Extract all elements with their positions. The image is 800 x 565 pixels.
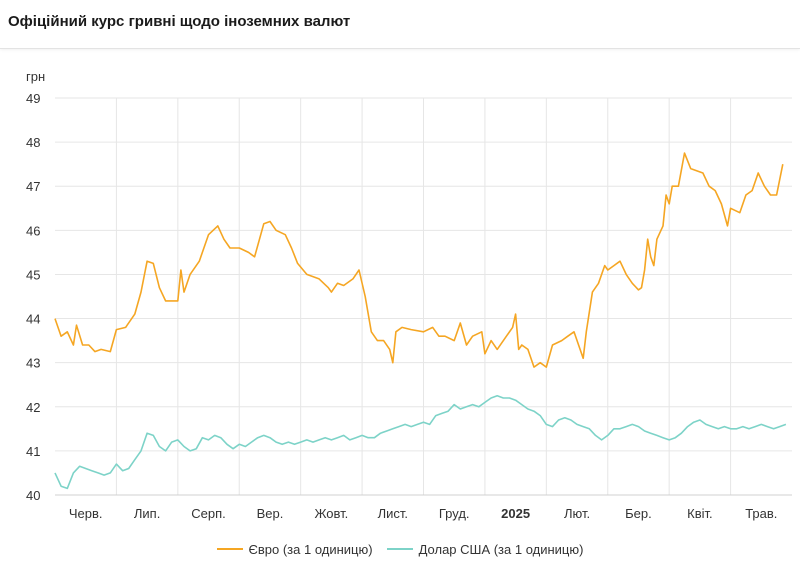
page-title: Офіційний курс гривні щодо іноземних вал… bbox=[8, 13, 351, 30]
y-axis-unit: грн bbox=[26, 69, 45, 84]
legend-item-usd[interactable]: Долар США (за 1 одиницю) bbox=[386, 541, 584, 557]
legend-swatch-euro bbox=[216, 548, 243, 550]
x-tick-label: Серп. bbox=[191, 506, 226, 521]
legend-swatch-usd bbox=[386, 548, 413, 550]
chart-lines bbox=[54, 152, 787, 490]
y-tick-label: 41 bbox=[26, 444, 40, 459]
x-tick-label: Квіт. bbox=[687, 506, 713, 521]
y-tick-label: 49 bbox=[26, 91, 40, 106]
x-axis: Черв. Лип. Серп. Вер. Жовт. Лист. Груд. 2025 Лют… bbox=[55, 494, 792, 521]
series-line-euro bbox=[54, 152, 784, 368]
x-tick-label: Лип. bbox=[134, 506, 160, 521]
y-tick-label: 42 bbox=[26, 400, 40, 415]
x-tick-label: Бер. bbox=[625, 506, 652, 521]
y-tick-label: 48 bbox=[26, 135, 40, 150]
y-tick-label: 46 bbox=[26, 223, 40, 238]
legend-item-euro[interactable]: Євро (за 1 одиницю) bbox=[216, 541, 373, 557]
x-tick-label: Вер. bbox=[257, 506, 284, 521]
y-tick-label: 45 bbox=[26, 267, 40, 282]
x-tick-label: Лист. bbox=[378, 506, 408, 521]
y-tick-label: 43 bbox=[26, 356, 40, 371]
x-tick-label: Жовт. bbox=[314, 506, 348, 521]
header: Офіційний курс гривні щодо іноземних вал… bbox=[0, 0, 800, 49]
exchange-rate-chart: 40 41 42 43 44 45 46 47 48 49 грн Черв. Лип. Серп. Ве… bbox=[26, 69, 792, 521]
y-tick-label: 44 bbox=[26, 312, 40, 327]
y-tick-label: 47 bbox=[26, 179, 40, 194]
y-tick-label: 40 bbox=[26, 488, 40, 503]
series-line-usd bbox=[54, 395, 787, 490]
x-tick-label: Груд. bbox=[439, 506, 470, 521]
x-tick-label: Черв. bbox=[69, 506, 103, 521]
legend: Євро (за 1 одиницю) Долар США (за 1 один… bbox=[0, 538, 800, 560]
legend-label-euro: Євро (за 1 одиницю) bbox=[248, 541, 373, 557]
legend-label-usd: Долар США (за 1 одиницю) bbox=[418, 541, 584, 557]
x-tick-label: 2025 bbox=[501, 506, 530, 521]
chart-grid bbox=[55, 97, 792, 496]
x-tick-label: Трав. bbox=[745, 506, 777, 521]
y-axis: 40 41 42 43 44 45 46 47 48 49 грн bbox=[26, 69, 45, 503]
x-tick-label: Лют. bbox=[564, 506, 590, 521]
